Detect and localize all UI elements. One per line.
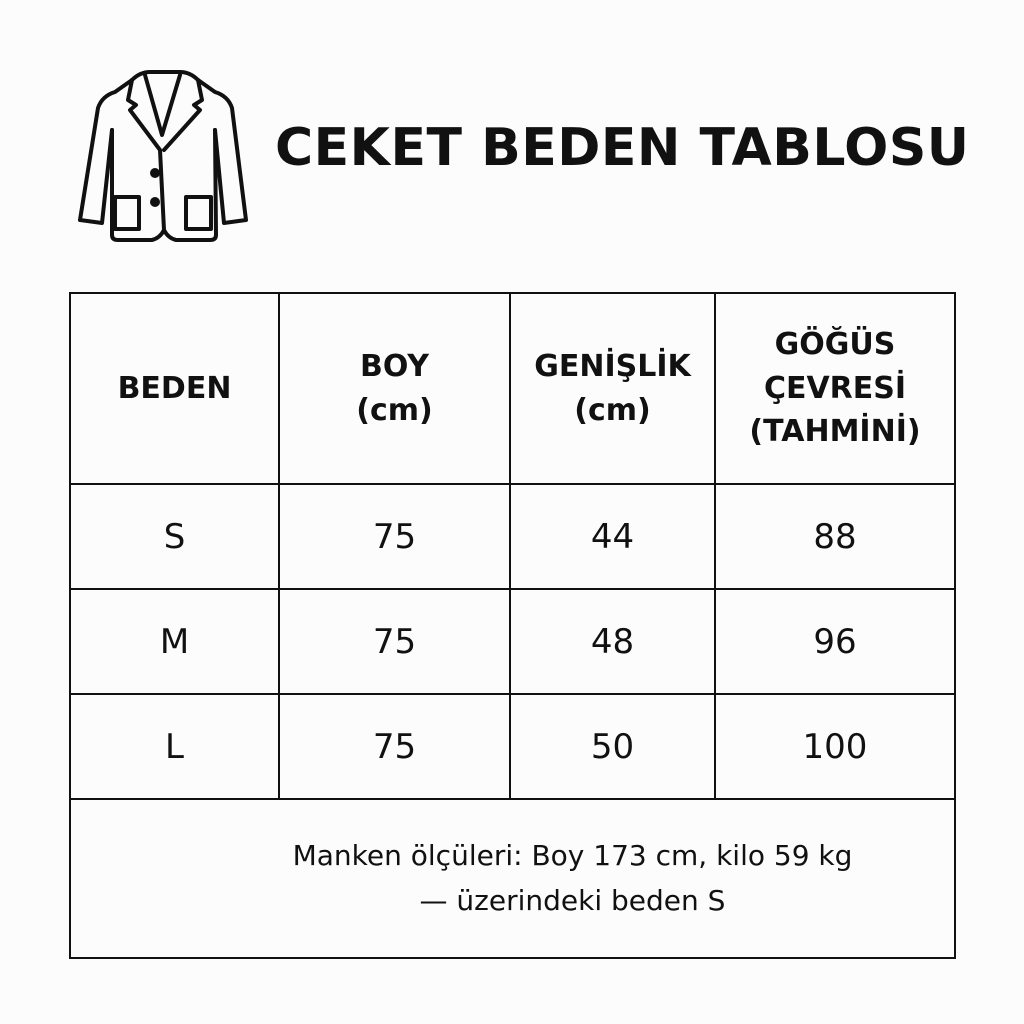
table-row: M 75 48 96 [69,588,956,695]
page-title: CEKET BEDEN TABLOSU [275,118,970,178]
header-genislik: GENİŞLİK (cm) [509,292,716,485]
header-label: BEDEN [117,370,232,406]
note-line: Manken ölçüleri: Boy 173 cm, kilo 59 kg [292,838,853,872]
jacket-icon [78,70,248,242]
header-label: GENİŞLİK [534,349,691,384]
cell-gogus: 100 [714,693,956,800]
table-row: L 75 50 100 [69,693,956,800]
cell-boy: 75 [278,693,511,800]
cell-gogus: 96 [714,588,956,695]
table-row: S 75 44 88 [69,483,956,590]
header-boy: BOY (cm) [278,292,511,485]
note-line: — üzerindeki beden S [419,883,726,917]
cell-size: S [69,483,280,590]
header-label: ÇEVRESİ [763,370,907,406]
cell-genislik: 50 [509,693,716,800]
header-beden: BEDEN [69,292,280,485]
cell-gogus: 88 [714,483,956,590]
cell-boy: 75 [278,483,511,590]
header-label: BOY [359,349,430,384]
header-unit: (cm) [356,392,433,428]
cell-genislik: 48 [509,588,716,695]
header-row: BEDEN BOY (cm) GENİŞLİK (cm) GÖĞÜS ÇEVRESİ (… [69,292,956,485]
header-gogus: GÖĞÜS ÇEVRESİ (TAHMİNİ) [714,292,956,485]
cell-genislik: 44 [509,483,716,590]
model-note: Manken ölçüleri: Boy 173 cm, kilo 59 kg … [69,798,956,959]
note-row: Manken ölçüleri: Boy 173 cm, kilo 59 kg … [69,798,956,959]
cell-boy: 75 [278,588,511,695]
size-table: BEDEN BOY (cm) GENİŞLİK (cm) GÖĞÜS ÇEVRESİ (… [69,292,956,959]
header-label: GÖĞÜS [774,327,896,363]
cell-size: M [69,588,280,695]
header-qualifier: (TAHMİNİ) [749,414,921,450]
header-unit: (cm) [574,392,651,428]
cell-size: L [69,693,280,800]
